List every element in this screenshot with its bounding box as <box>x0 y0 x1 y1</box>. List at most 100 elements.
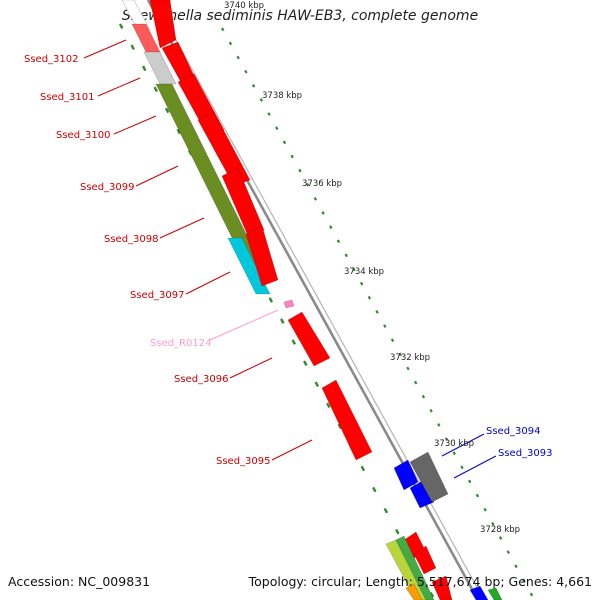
downstream-gene[interactable] <box>487 587 503 600</box>
tick-mark <box>176 128 181 135</box>
tick-mark <box>130 44 135 51</box>
ssed-3098-red[interactable] <box>221 167 265 237</box>
kbp-label: 3738 kbp <box>262 91 302 101</box>
tick-mark <box>282 140 287 145</box>
tick-mark <box>359 281 364 286</box>
tick-mark <box>398 352 402 357</box>
tick-mark <box>337 423 343 430</box>
ssed-3094-gene[interactable] <box>393 459 419 491</box>
tick-mark <box>267 112 271 116</box>
tick-mark <box>221 27 225 32</box>
tick-mark <box>522 578 526 583</box>
kbp-label: 3736 kbp <box>302 179 342 189</box>
tick-mark <box>421 394 426 399</box>
tick-mark <box>280 318 285 324</box>
downstream-gene[interactable] <box>395 535 435 600</box>
tick-mark <box>452 451 456 456</box>
tick-mark <box>367 295 372 300</box>
ssed-3096-gene[interactable] <box>287 311 331 367</box>
tick-mark <box>236 55 240 60</box>
tick-mark <box>251 83 256 88</box>
tick-mark <box>395 528 400 535</box>
ssed-r0124-rna[interactable] <box>283 299 295 309</box>
label-leader-line <box>229 357 273 379</box>
tick-mark <box>303 360 308 366</box>
ssed-3099-red[interactable] <box>197 111 251 187</box>
gene-label-ssed-3094[interactable]: Ssed_3094 <box>486 426 541 437</box>
tick-mark <box>275 126 279 131</box>
tick-mark <box>483 507 487 512</box>
tick-mark <box>321 211 325 215</box>
gene-label-ssed-3100[interactable]: Ssed_3100 <box>56 130 111 141</box>
kbp-label: 3734 kbp <box>344 267 384 277</box>
tick-mark <box>244 69 248 74</box>
tick-mark <box>372 486 377 493</box>
tick-mark <box>164 107 170 114</box>
label-leader-line <box>271 439 313 461</box>
tick-mark <box>413 380 418 385</box>
downstream-gene[interactable] <box>405 583 423 600</box>
tick-mark <box>429 408 433 413</box>
kbp-label: 3730 kbp <box>434 439 474 449</box>
tick-mark <box>498 536 503 540</box>
tick-mark <box>352 267 356 272</box>
downstream-gene[interactable] <box>385 539 427 600</box>
label-leader-line <box>83 39 127 59</box>
tick-mark <box>375 310 379 314</box>
label-leader-line <box>97 77 141 97</box>
tick-mark <box>406 366 410 371</box>
ssed-3101-gene[interactable] <box>143 51 177 85</box>
tick-mark <box>268 297 274 303</box>
tick-mark <box>444 437 449 441</box>
tick-mark <box>336 239 341 244</box>
feature-track <box>121 0 503 600</box>
ssed-3097-red[interactable] <box>245 225 279 287</box>
gene-labels: Ssed_3102 Ssed_3101 Ssed_3100 Ssed_3099 Ssed… <box>24 54 553 467</box>
tick-mark <box>491 522 495 526</box>
genome-summary-text: Topology: circular; Length: 5,517,674 bp… <box>248 574 592 589</box>
ssed-3093-gene[interactable] <box>409 479 435 509</box>
tick-mark <box>360 465 366 472</box>
downstream-gene[interactable] <box>469 585 489 600</box>
tick-mark <box>329 225 333 229</box>
kbp-label: 3740 kbp <box>224 1 264 11</box>
gene-label-ssed-3095[interactable]: Ssed_3095 <box>216 456 271 467</box>
label-leader-line <box>185 271 231 295</box>
ssed-3094-gray[interactable] <box>409 451 449 503</box>
tick-mark <box>228 41 233 46</box>
ssed-3097-gene[interactable] <box>227 237 271 295</box>
backbone-line <box>153 0 485 600</box>
tick-mark <box>506 550 510 554</box>
gene-label-ssed-3093[interactable]: Ssed_3093 <box>498 448 553 459</box>
tick-mark <box>390 338 395 343</box>
kbp-label: 3732 kbp <box>390 353 430 363</box>
tick-mark <box>153 86 158 93</box>
tick-mark <box>326 402 331 409</box>
tick-mark <box>314 381 320 388</box>
tick-mark <box>514 564 518 569</box>
tick-mark <box>298 168 302 173</box>
label-leader-line <box>159 217 205 239</box>
gene-label-ssed-3097[interactable]: Ssed_3097 <box>130 290 185 301</box>
gene-label-ssed-3099[interactable]: Ssed_3099 <box>80 182 135 193</box>
downstream-gene[interactable] <box>413 545 437 575</box>
tick-mark <box>429 592 435 598</box>
downstream-gene[interactable] <box>431 575 453 600</box>
tick-mark <box>313 197 318 201</box>
gene-label-ssed-3101[interactable]: Ssed_3101 <box>40 92 95 103</box>
gene-label-ssed-3096[interactable]: Ssed_3096 <box>174 374 229 385</box>
tick-mark <box>383 324 387 328</box>
gene-label-ssed-r0124[interactable]: Ssed_R0124 <box>150 338 211 349</box>
gene-label-ssed-3102[interactable]: Ssed_3102 <box>24 54 79 65</box>
label-leader-line <box>453 455 497 479</box>
ssed-3102-gene[interactable] <box>121 0 151 31</box>
label-leader-line <box>113 115 157 135</box>
tick-mark <box>437 423 441 427</box>
ssed-3095-gene[interactable] <box>321 379 373 461</box>
gene-label-ssed-3098[interactable]: Ssed_3098 <box>104 234 159 245</box>
ssed-3102-red[interactable] <box>149 0 177 49</box>
tick-mark <box>475 493 480 498</box>
kbp-labels: 3740 kbp 3738 kbp 3736 kbp 3734 kbp 3732 kbp… <box>224 1 520 535</box>
map-title: Shewanella sediminis HAW-EB3, complete g… <box>121 8 479 24</box>
